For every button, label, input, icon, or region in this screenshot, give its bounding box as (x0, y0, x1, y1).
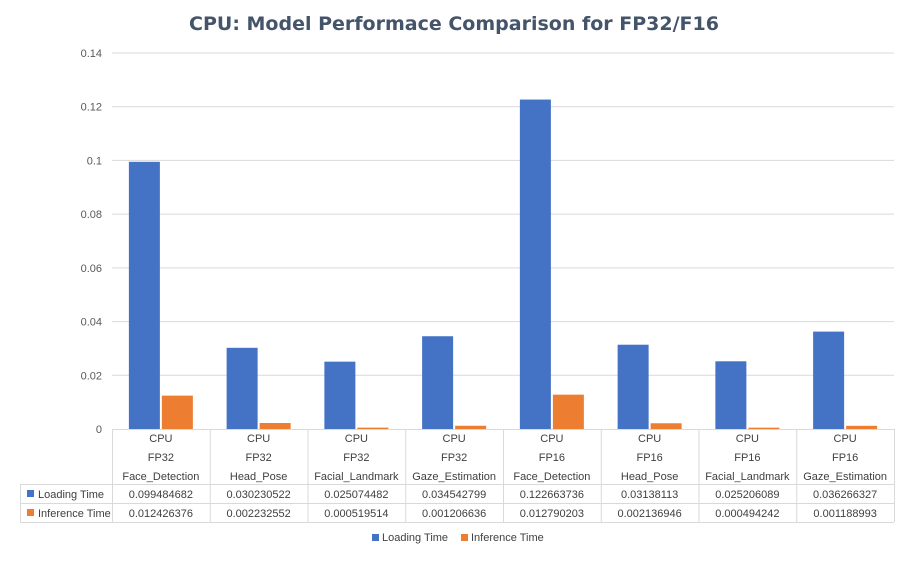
y-axis-ticks: 0 0.02 0.04 0.06 0.08 0.1 0.12 0.14 (81, 48, 102, 436)
category-label: Face_Detection (513, 471, 590, 483)
category-label: CPU (736, 433, 759, 445)
series-key-swatch (27, 490, 34, 497)
data-value: 0.034542799 (422, 489, 486, 501)
category-label: CPU (247, 433, 270, 445)
category-label: FP32 (343, 452, 369, 464)
y-tick-label: 0.04 (81, 317, 102, 329)
bar-loading-time (617, 344, 649, 429)
legend-swatch (461, 534, 468, 541)
y-tick-label: 0.02 (81, 370, 102, 382)
data-value: 0.036266327 (813, 489, 877, 501)
category-label: Facial_Landmark (314, 471, 399, 483)
category-label: CPU (443, 433, 466, 445)
category-label: CPU (345, 433, 368, 445)
bar-loading-time (422, 336, 454, 429)
category-label: CPU (149, 433, 172, 445)
category-label: FP16 (734, 452, 760, 464)
category-label: Head_Pose (230, 471, 288, 483)
category-label: FP32 (441, 452, 467, 464)
data-value: 0.000494242 (715, 508, 779, 520)
data-value: 0.099484682 (129, 489, 193, 501)
bar-loading-time (324, 361, 356, 429)
data-value: 0.002136946 (618, 508, 682, 520)
data-value: 0.122663736 (520, 489, 584, 501)
y-tick-label: 0.14 (81, 48, 102, 60)
data-value: 0.001188993 (813, 508, 876, 520)
bar-loading-time (813, 331, 845, 429)
category-label: FP16 (832, 452, 858, 464)
data-value: 0.000519514 (324, 508, 388, 520)
legend-label: Inference Time (471, 532, 544, 544)
data-value: 0.030230522 (227, 489, 291, 501)
data-value: 0.001206636 (422, 508, 486, 520)
data-value: 0.03138113 (621, 489, 678, 501)
bar-loading-time (715, 361, 747, 429)
category-label: FP16 (636, 452, 662, 464)
bar-loading-time (128, 161, 160, 429)
series-key-swatch (27, 509, 34, 516)
bar-inference-time (259, 423, 291, 429)
data-value: 0.002232552 (227, 508, 291, 520)
legend-label: Loading Time (382, 532, 448, 544)
category-label: Gaze_Estimation (412, 471, 496, 483)
series-name: Loading Time (38, 489, 104, 501)
bars (128, 99, 878, 430)
category-label: Gaze_Estimation (803, 471, 887, 483)
bar-loading-time (226, 347, 258, 429)
bar-inference-time (357, 427, 389, 429)
y-tick-label: 0 (96, 424, 102, 436)
y-tick-label: 0.08 (81, 209, 102, 221)
bar-inference-time (650, 423, 682, 429)
category-label: CPU (638, 433, 661, 445)
category-label: FP32 (148, 452, 174, 464)
bar-inference-time (846, 425, 878, 429)
series-name: Inference Time (38, 508, 111, 520)
data-table: CPU FP32 Face_Detection CPU FP32 Head_Pose CPU… (20, 429, 895, 523)
bar-inference-time (161, 395, 193, 429)
legend: Loading Time Inference Time (372, 532, 544, 544)
category-label: FP32 (245, 452, 271, 464)
category-label: Facial_Landmark (705, 471, 790, 483)
category-label: Head_Pose (621, 471, 679, 483)
data-value: 0.025206089 (715, 489, 779, 501)
chart-title: CPU: Model Performace Comparison for FP3… (189, 13, 719, 35)
data-value: 0.012790203 (520, 508, 584, 520)
data-value: 0.025074482 (324, 489, 388, 501)
bar-inference-time (748, 427, 780, 429)
legend-swatch (372, 534, 379, 541)
y-tick-label: 0.06 (81, 263, 102, 275)
category-label: CPU (834, 433, 857, 445)
bar-loading-time (519, 99, 551, 430)
category-label: FP16 (539, 452, 565, 464)
bar-inference-time (552, 394, 584, 429)
bar-inference-time (455, 425, 487, 429)
y-tick-label: 0.1 (87, 155, 102, 167)
category-label: Face_Detection (122, 471, 199, 483)
data-value: 0.012426376 (129, 508, 193, 520)
y-tick-label: 0.12 (81, 102, 102, 114)
category-label: CPU (540, 433, 563, 445)
